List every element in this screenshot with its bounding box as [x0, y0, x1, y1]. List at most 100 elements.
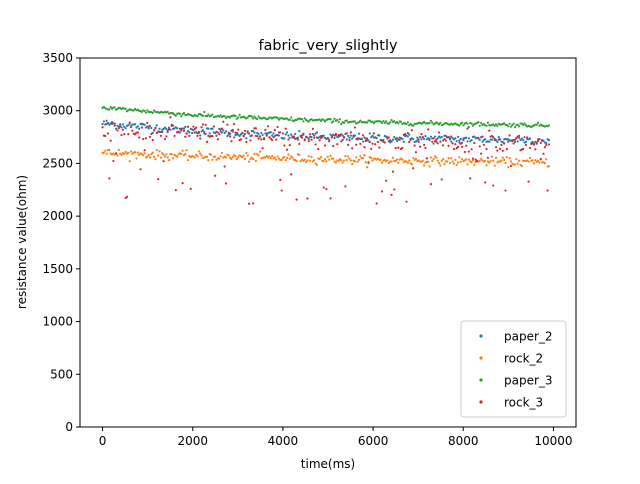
data-point	[347, 155, 350, 158]
data-point	[523, 136, 526, 139]
data-point	[146, 109, 149, 112]
data-point	[151, 111, 154, 114]
data-point	[193, 156, 196, 159]
data-point	[265, 154, 268, 158]
y-axis-label: resistance value(ohm)	[15, 175, 29, 309]
data-point	[519, 138, 522, 142]
data-point	[345, 138, 348, 141]
data-point	[154, 126, 157, 129]
data-point	[421, 136, 424, 139]
data-point	[393, 136, 396, 139]
data-point	[290, 173, 293, 176]
data-point	[110, 121, 114, 124]
data-point	[408, 140, 411, 144]
data-point	[517, 134, 521, 137]
data-point	[496, 140, 499, 143]
data-point	[408, 133, 411, 136]
data-point	[298, 142, 301, 145]
data-point	[368, 132, 371, 135]
data-point	[112, 159, 115, 163]
data-point	[437, 123, 441, 126]
data-point	[543, 146, 546, 149]
data-point	[296, 136, 300, 139]
data-point	[427, 128, 430, 131]
data-point	[250, 134, 253, 137]
data-point	[480, 121, 483, 125]
y-axis-ticks: 0 500 1000 1500 2000 2500 3000 3500	[42, 51, 80, 434]
data-point	[336, 118, 339, 121]
data-point	[436, 159, 439, 162]
data-point	[448, 138, 451, 141]
data-point	[444, 134, 447, 137]
data-point	[481, 140, 484, 143]
data-point	[272, 132, 275, 135]
data-point	[279, 178, 282, 181]
data-point	[496, 124, 499, 127]
data-point	[357, 121, 361, 124]
data-point	[516, 123, 519, 126]
data-point	[139, 168, 142, 171]
data-point	[188, 131, 191, 134]
data-point	[104, 149, 107, 152]
data-point	[290, 133, 293, 136]
data-point	[370, 136, 373, 139]
data-point	[532, 142, 536, 145]
data-point	[135, 157, 138, 160]
data-point	[516, 162, 519, 165]
data-point	[222, 129, 225, 132]
data-point	[215, 134, 218, 137]
data-point	[169, 116, 172, 119]
data-point	[165, 127, 168, 130]
data-point	[257, 154, 260, 157]
data-point	[527, 180, 530, 183]
data-point	[256, 134, 259, 138]
data-point	[162, 153, 165, 156]
data-point	[507, 166, 510, 169]
data-point	[437, 161, 441, 165]
data-point	[496, 149, 499, 152]
data-point	[237, 156, 240, 159]
x-tick-label: 0	[99, 434, 107, 448]
data-point	[480, 157, 483, 161]
data-point	[508, 157, 511, 160]
data-point	[102, 151, 105, 154]
data-point	[302, 132, 305, 135]
data-point	[414, 151, 418, 154]
data-point	[166, 129, 169, 132]
data-point	[409, 122, 412, 126]
data-point	[124, 150, 127, 153]
data-point	[186, 158, 190, 162]
data-point	[157, 154, 160, 157]
data-point	[414, 157, 418, 161]
data-point	[227, 154, 230, 157]
data-point	[115, 152, 118, 155]
data-point	[494, 146, 498, 149]
data-point	[101, 122, 104, 126]
data-point	[418, 135, 422, 139]
data-point	[315, 163, 319, 167]
data-point	[448, 161, 451, 165]
data-point	[196, 114, 199, 118]
data-point	[256, 117, 259, 121]
data-point	[268, 155, 271, 158]
data-point	[528, 137, 532, 140]
data-point	[459, 160, 462, 163]
data-point	[505, 148, 508, 151]
data-point	[375, 202, 378, 205]
data-point	[117, 127, 120, 130]
data-point	[471, 159, 475, 162]
data-point	[492, 184, 495, 187]
data-point	[484, 138, 487, 141]
data-point	[211, 158, 214, 161]
data-point	[192, 125, 195, 128]
x-axis-label: time(ms)	[301, 457, 355, 471]
y-tick-label: 2000	[42, 209, 73, 223]
data-point	[345, 119, 348, 122]
data-point	[323, 158, 327, 161]
data-point	[180, 152, 183, 156]
data-point	[357, 137, 361, 140]
data-point	[410, 129, 413, 132]
data-point	[349, 159, 352, 162]
data-point	[216, 138, 219, 141]
data-point	[424, 146, 427, 150]
